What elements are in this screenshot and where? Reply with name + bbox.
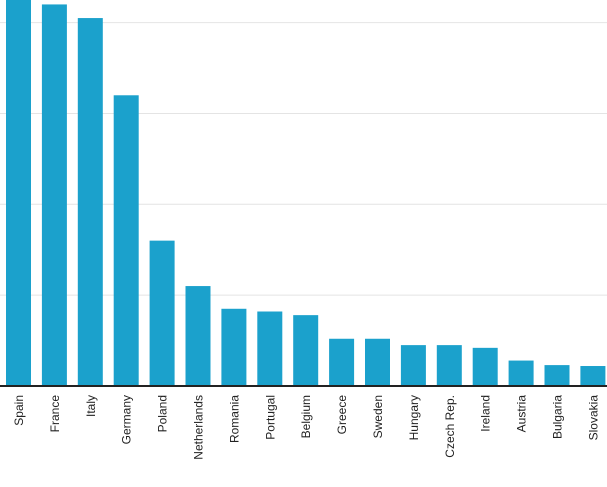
bar-bulgaria	[544, 365, 570, 386]
x-tick-label: Austria	[515, 395, 529, 433]
bar-germany	[113, 95, 139, 386]
x-tick-label: Netherlands	[192, 395, 206, 460]
x-tick-label: Portugal	[263, 395, 277, 440]
bar-ireland	[472, 347, 498, 386]
x-tick-label: France	[48, 395, 62, 433]
x-tick-label: Greece	[335, 395, 349, 435]
x-tick-label: Czech Rep.	[443, 395, 457, 458]
bar-netherlands	[185, 286, 211, 386]
bar-sweden	[365, 338, 390, 386]
x-tick-label: Germany	[120, 395, 134, 444]
x-tick-label: Poland	[156, 395, 170, 432]
bar-hungary	[400, 345, 426, 386]
x-tick-label: Belgium	[299, 395, 313, 438]
bar-portugal	[257, 311, 283, 386]
bar-poland	[149, 240, 175, 386]
x-tick-label: Sweden	[371, 395, 385, 438]
bar-austria	[508, 360, 534, 386]
x-tick-label: Bulgaria	[551, 395, 565, 439]
bar-france	[41, 4, 67, 387]
x-tick-label: Spain	[12, 395, 26, 426]
bar-czech-rep	[436, 345, 462, 386]
bars	[6, 0, 606, 387]
bar-belgium	[293, 315, 319, 386]
bar-italy	[77, 18, 103, 387]
x-tick-label: Ireland	[479, 395, 493, 432]
x-tick-label: Romania	[227, 395, 241, 443]
x-tick-label: Slovakia	[586, 395, 600, 441]
x-tick-labels: Spain France Italy Germany Poland Netherlands…	[12, 395, 600, 460]
x-tick-label: Italy	[84, 395, 98, 417]
bar-slovakia	[580, 366, 606, 386]
bar-romania	[221, 308, 247, 386]
bar-greece	[329, 338, 355, 386]
x-tick-label: Hungary	[407, 395, 421, 440]
bar-spain	[6, 0, 31, 386]
